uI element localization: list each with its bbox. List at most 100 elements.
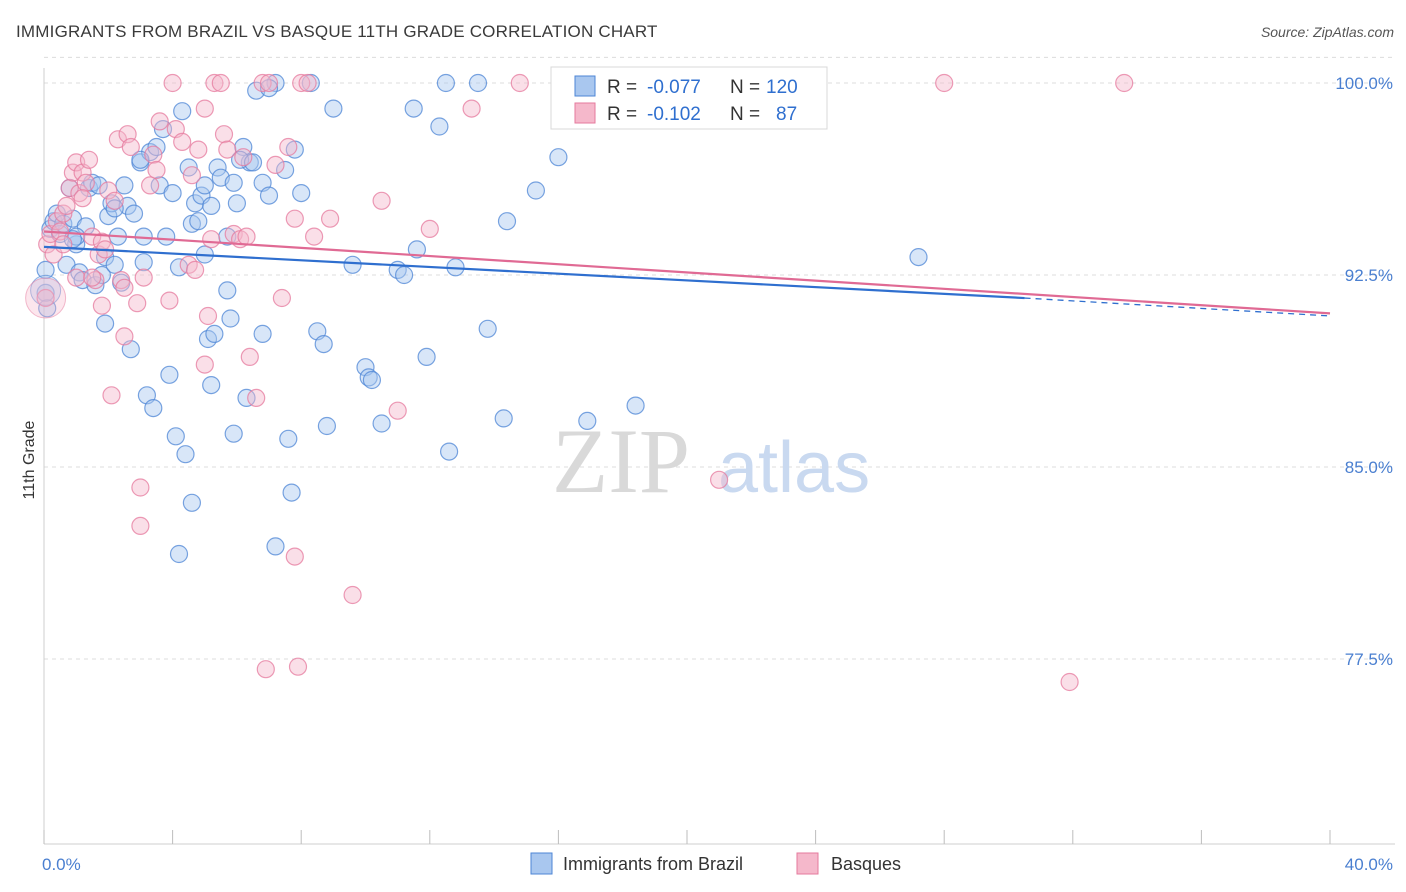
basques-point <box>83 227 102 246</box>
brazil-point <box>189 212 208 231</box>
series-brazil-points <box>30 73 928 564</box>
basques-point <box>709 470 729 489</box>
basques-point <box>147 160 166 180</box>
basques-point <box>237 227 256 246</box>
brazil-point <box>494 409 513 428</box>
basques-point <box>189 140 208 159</box>
brazil-point <box>227 194 246 213</box>
brazil-point <box>436 73 455 93</box>
basques-point <box>1060 672 1079 692</box>
brazil-point <box>160 365 179 384</box>
legend-r-value-2: -0.102 <box>647 104 701 125</box>
bottom-legend-label-brazil: Immigrants from Brazil <box>563 854 743 874</box>
brazil-point <box>259 186 279 205</box>
brazil-point <box>218 281 237 300</box>
brazil-point <box>30 274 62 306</box>
basques-point <box>83 268 102 287</box>
basques-point <box>36 288 55 308</box>
basques-point <box>259 73 279 93</box>
basques-point <box>211 73 230 93</box>
bottom-legend-swatch-brazil <box>530 852 553 875</box>
basques-point <box>102 386 121 405</box>
basques-point <box>73 189 92 208</box>
brazil-point <box>144 399 163 418</box>
x-tick-label: 0.0% <box>42 855 81 874</box>
brazil-point <box>115 176 134 195</box>
watermark-zip: ZIP <box>552 410 690 512</box>
basques-point <box>388 401 407 420</box>
basques-point <box>288 657 308 676</box>
brazil-point <box>626 396 645 415</box>
basques-point <box>279 137 298 157</box>
brazil-point <box>157 227 176 246</box>
brazil-point <box>276 160 295 180</box>
basques-point <box>99 181 118 200</box>
y-tick-label: 85.0% <box>1345 458 1393 477</box>
brazil-point <box>324 99 343 118</box>
basques-point <box>205 73 224 93</box>
brazil-point <box>208 158 227 177</box>
legend: R = -0.077 N = 120 R = -0.102 N = 87 <box>550 66 828 130</box>
brazil-point <box>243 153 263 172</box>
basques-point <box>510 73 529 93</box>
watermark-atlas: atlas <box>718 428 870 508</box>
brazil-point <box>526 181 546 200</box>
brazil-point <box>343 255 362 274</box>
brazil-point <box>124 204 144 223</box>
basques-point <box>92 296 112 315</box>
basques-point <box>115 327 134 346</box>
basques-point <box>935 73 954 93</box>
brazil-point <box>372 414 391 433</box>
legend-r-value-1: -0.077 <box>647 77 701 98</box>
legend-n-label-2: N = <box>730 104 760 125</box>
trend-line-brazil <box>43 245 1025 300</box>
brazil-point <box>292 184 311 203</box>
bottom-legend-label-basques: Basques <box>831 854 901 874</box>
basques-point <box>121 137 140 157</box>
legend-r-label-1: R = <box>607 77 637 98</box>
basques-point <box>292 73 311 93</box>
brazil-point <box>105 255 124 274</box>
legend-swatch-brazil <box>574 75 596 97</box>
basques-point <box>160 291 179 310</box>
basques-point <box>195 355 214 374</box>
brazil-point <box>266 537 285 556</box>
basques-point <box>63 163 83 182</box>
basques-point <box>182 166 201 185</box>
brazil-point <box>205 324 224 343</box>
brazil-point <box>279 429 298 448</box>
y-tick-label: 92.5% <box>1345 266 1393 285</box>
brazil-point <box>176 445 195 464</box>
basques-point <box>240 347 259 366</box>
basques-point <box>462 99 481 118</box>
brazil-point <box>95 314 115 333</box>
basques-point <box>253 73 272 93</box>
y-tick-labels: 77.5% 85.0% 92.5% 100.0% <box>1335 74 1393 669</box>
basques-point <box>285 209 304 228</box>
basques-point <box>198 306 218 326</box>
brazil-point <box>134 253 153 272</box>
legend-n-value-2: 87 <box>776 104 797 125</box>
basques-point <box>115 278 134 297</box>
brazil-point <box>202 196 221 215</box>
basques-point <box>57 196 76 215</box>
legend-n-value-1: 120 <box>766 77 798 98</box>
basques-point <box>134 268 153 287</box>
brazil-point <box>478 319 497 338</box>
brazil-point <box>169 544 189 564</box>
legend-r-label-2: R = <box>607 104 637 125</box>
basques-point <box>1115 73 1134 93</box>
basques-point <box>25 277 67 319</box>
brazil-point <box>314 335 333 354</box>
legend-box <box>550 66 828 130</box>
axes <box>43 68 1395 845</box>
brazil-point <box>105 199 124 218</box>
basques-point <box>54 235 73 254</box>
brazil-point <box>407 240 426 259</box>
basques-point <box>256 660 275 679</box>
brazil-point <box>468 73 488 93</box>
series-basques-points <box>25 73 1134 692</box>
basques-point <box>67 268 86 287</box>
basques-point <box>186 260 205 279</box>
